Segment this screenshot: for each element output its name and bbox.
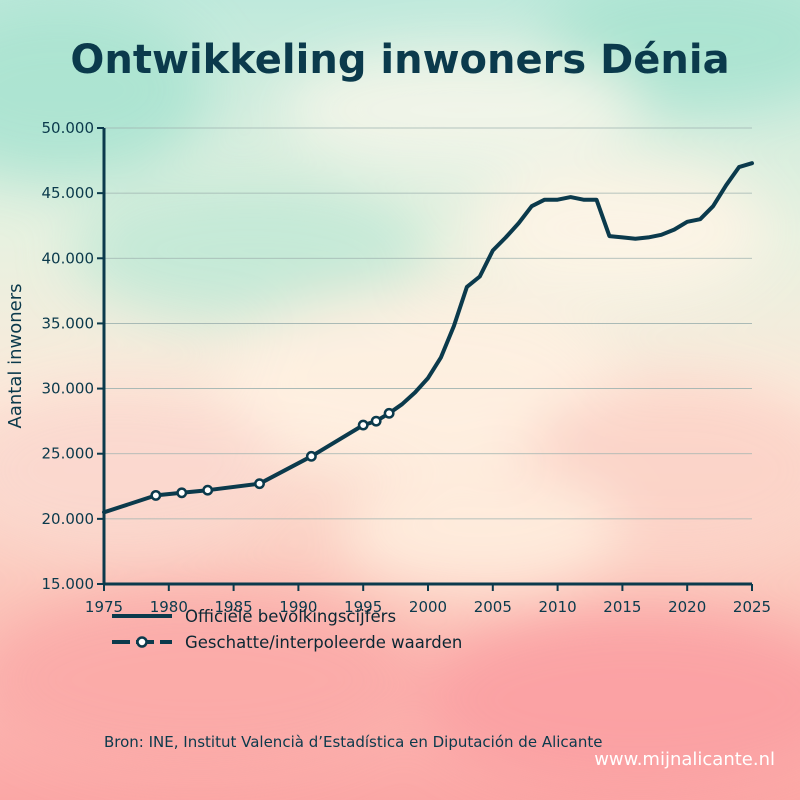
x-tick-label: 2010 (539, 598, 577, 616)
y-tick-label: 35.000 (42, 314, 95, 332)
grid-lines (104, 127, 752, 520)
x-tick-label: 2015 (603, 598, 641, 616)
data-point-estimated (254, 478, 265, 490)
y-axis-label: Aantal inwoners (5, 284, 26, 429)
x-tick-label: 1975 (85, 598, 123, 616)
axes (97, 127, 753, 591)
y-tick-label: 45.000 (42, 184, 95, 202)
legend: Officiële bevolkingscijfers Geschatte/in… (112, 607, 462, 652)
x-tick-labels: 1975 1980 1985 1990 1995 2000 2005 2010 2015 2020… (85, 598, 771, 616)
legend-marker-estimated (136, 636, 148, 648)
x-tick-label: 2020 (668, 598, 706, 616)
x-tick-label: 1980 (150, 598, 188, 616)
data-point-estimated (383, 407, 395, 419)
series-layer (102, 161, 754, 515)
data-point-estimated (370, 415, 382, 427)
y-tick-labels: 15.000 20.000 25.000 30.000 35.000 40.000 45.0… (42, 119, 95, 593)
y-tick-label: 30.000 (42, 380, 95, 398)
watermark: www.mijnalicante.nl (594, 749, 775, 770)
legend-label-estimated: Geschatte/interpoleerde waarden (185, 633, 462, 652)
data-point-estimated (150, 489, 162, 501)
series-line-official (102, 161, 754, 515)
data-point-estimated (305, 450, 317, 462)
chart-title: Ontwikkeling inwoners Dénia (70, 37, 729, 83)
x-tick-label: 2025 (733, 598, 771, 616)
y-tick-label: 50.000 (42, 119, 95, 137)
x-tick-label: 1995 (344, 598, 382, 616)
x-tick-label: 2000 (409, 598, 447, 616)
data-point-estimated (176, 487, 188, 499)
x-tick-label: 2005 (474, 598, 512, 616)
legend-label-official: Officiële bevolkingscijfers (185, 607, 396, 626)
source-note: Bron: INE, Institut Valencià d’Estadísti… (104, 733, 602, 751)
data-point-estimated (357, 419, 369, 431)
y-tick-label: 40.000 (42, 249, 95, 267)
x-tick-label: 1990 (279, 598, 317, 616)
y-tick-label: 15.000 (42, 575, 95, 593)
y-tick-label: 25.000 (42, 445, 95, 463)
x-tick-label: 1985 (215, 598, 253, 616)
data-point-estimated (202, 484, 214, 496)
y-tick-label: 20.000 (42, 510, 95, 528)
